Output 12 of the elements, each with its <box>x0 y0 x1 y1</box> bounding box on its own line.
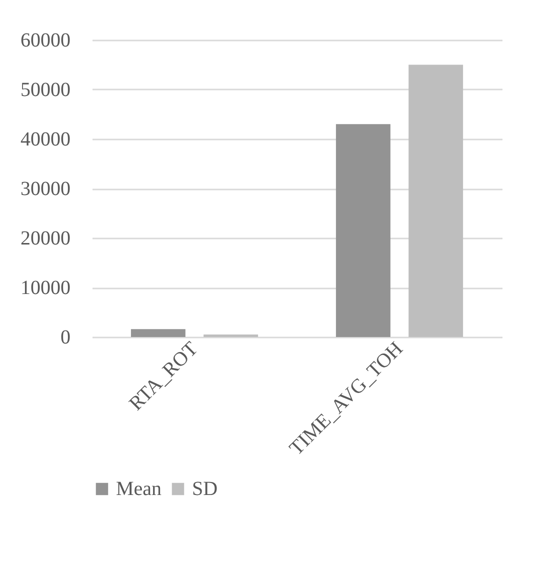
bar <box>130 329 186 337</box>
bar <box>336 124 390 337</box>
y-tick-label: 30000 <box>20 178 70 200</box>
y-tick-label: 10000 <box>20 277 70 299</box>
legend-label: SD <box>192 478 218 500</box>
bar <box>408 64 464 337</box>
y-tick-label: 40000 <box>20 128 70 150</box>
legend-label: Mean <box>116 478 162 500</box>
y-tick-label: 50000 <box>20 79 70 101</box>
y-tick-label: 0 <box>60 326 70 348</box>
y-tick-label: 60000 <box>20 30 70 52</box>
y-tick-label: 20000 <box>20 228 70 250</box>
